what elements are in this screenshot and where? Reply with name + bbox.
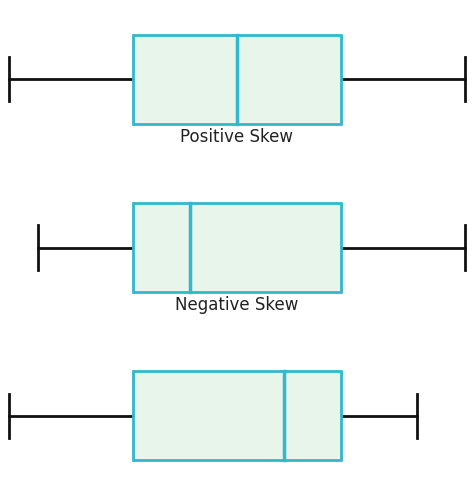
Bar (133, 371, 341, 460)
Bar (133, 203, 341, 292)
Bar (133, 35, 341, 124)
Text: Positive Skew: Positive Skew (181, 128, 293, 146)
Text: Negative Skew: Negative Skew (175, 297, 299, 314)
